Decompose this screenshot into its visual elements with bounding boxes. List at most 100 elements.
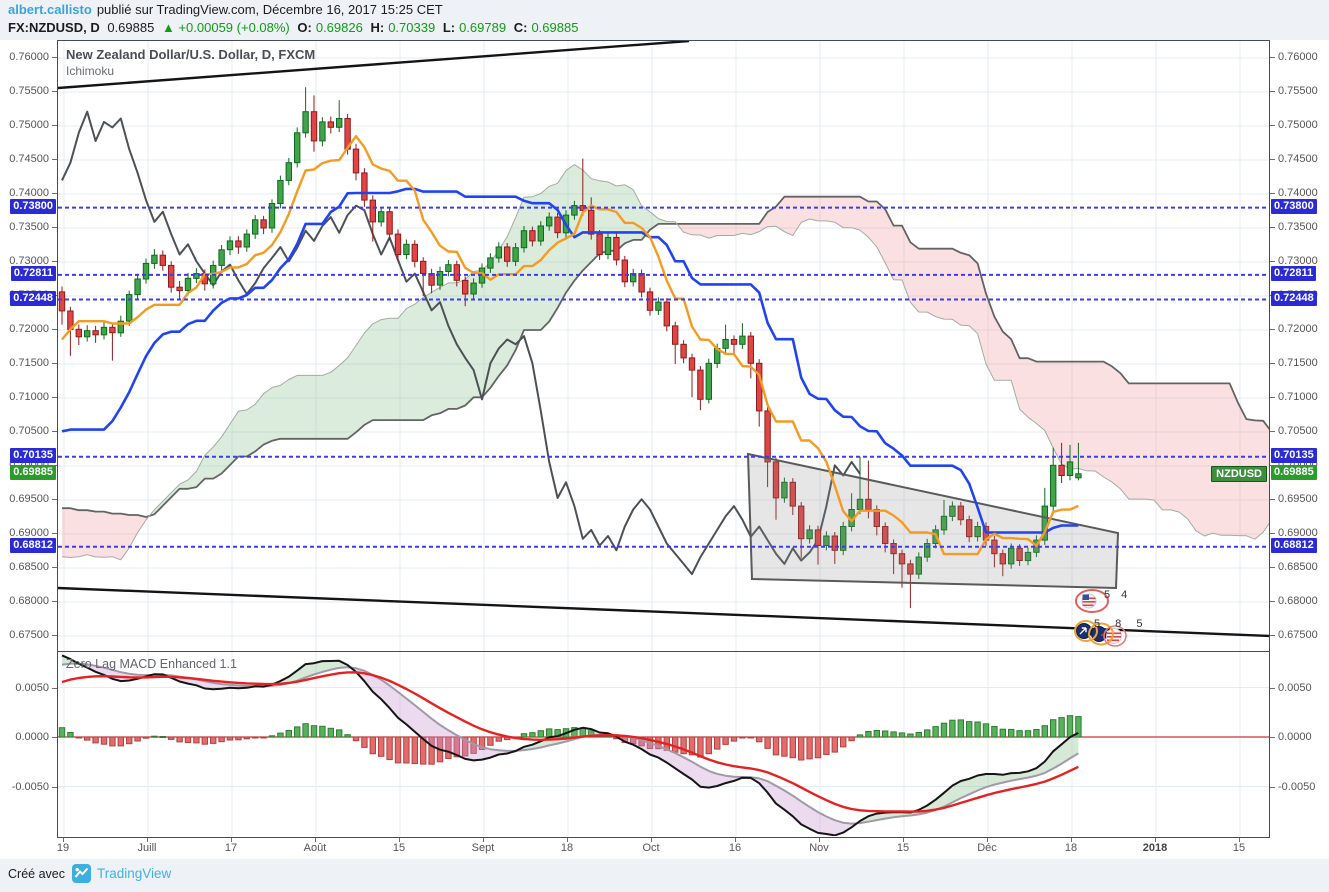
price-tick-label: 0.71500 (1278, 357, 1318, 369)
macd-pane[interactable]: Zero Lag MACD Enhanced 1.1 (57, 652, 1270, 838)
axis-tick (52, 159, 57, 160)
price-tick-label: 0.71000 (1278, 391, 1318, 403)
open-value: 0.69826 (315, 20, 363, 35)
author-link[interactable]: albert.callisto (8, 2, 92, 17)
time-tick (147, 838, 148, 842)
price-tick-label: 0.69500 (1278, 493, 1318, 505)
price-tick-label: 0.72000 (9, 323, 49, 335)
time-tick-label: 19 (56, 842, 70, 854)
time-tick (483, 838, 484, 842)
price-tick-label: 0.71000 (9, 391, 49, 403)
axis-tick (1270, 499, 1275, 500)
price-tick-label: 0.70500 (1278, 425, 1318, 437)
last-price-badge: 0.69885 (1271, 465, 1317, 481)
time-tick (1239, 838, 1240, 842)
axis-tick (52, 635, 57, 636)
time-tick-label: 2018 (1142, 842, 1168, 854)
axis-tick (1270, 635, 1275, 636)
price-tick-label: 0.68500 (1278, 561, 1318, 573)
price-tick-label: 0.76000 (9, 51, 49, 63)
price-tick-label: 0.75500 (1278, 85, 1318, 97)
axis-tick (52, 261, 57, 262)
last-price-badge: 0.69885 (10, 465, 56, 481)
price-tick-label: 0.69000 (9, 527, 49, 539)
time-tick-label: 18 (560, 842, 574, 854)
open-label: O: (297, 20, 312, 35)
axis-tick (52, 227, 57, 228)
time-tick-label: 16 (728, 842, 742, 854)
axis-tick (52, 499, 57, 500)
level-price-badge: 0.68812 (10, 538, 56, 554)
high-value: 0.70339 (388, 20, 436, 35)
level-price-badge: 0.72448 (1271, 291, 1317, 307)
time-tick-label: 15 (1232, 842, 1246, 854)
time-tick-label: 17 (224, 842, 238, 854)
price-tick-label: 0.70500 (9, 425, 49, 437)
axis-tick (52, 91, 57, 92)
low-value: 0.69789 (459, 20, 507, 35)
price-tick-label: 0.68500 (9, 561, 49, 573)
level-price-badge: 0.68812 (1271, 538, 1317, 554)
price-tick-label: 0.0050 (15, 681, 49, 694)
price-tick-label: 0.68000 (1278, 595, 1318, 607)
axis-tick (1270, 193, 1275, 194)
price-tick-label: 0.69500 (9, 493, 49, 505)
price-tick-label: 0.0000 (15, 731, 49, 743)
created-with-label: Créé avec (8, 867, 65, 881)
axis-tick (52, 737, 57, 738)
low-label: L: (442, 20, 456, 35)
price-tick-label: -0.0050 (11, 780, 49, 793)
symbol-name[interactable]: FX:NZDUSD, D (8, 20, 100, 35)
time-tick-label: Oct (642, 842, 660, 854)
svg-text:5 4: 5 4 (1104, 589, 1131, 601)
axis-tick (1270, 329, 1275, 330)
main-chart-canvas[interactable]: 5 4 5 8 5 (58, 41, 1269, 651)
time-axis[interactable]: 19 Juill 17 Août 15 Sept 18 Oct 16 Nov 15 Déc 18 2018… (57, 838, 1270, 859)
axis-tick (1270, 397, 1275, 398)
axis-tick (1270, 227, 1275, 228)
axis-tick (1270, 159, 1275, 160)
time-tick-label: Juill (137, 842, 157, 854)
macd-canvas[interactable] (58, 652, 1269, 836)
axis-tick (1270, 601, 1275, 602)
tradingview-logo-icon[interactable] (72, 864, 91, 883)
axis-tick (1270, 687, 1275, 689)
price-axis-right[interactable]: 0.76000 0.75500 0.75000 0.74500 0.74000 0.735… (1270, 40, 1329, 859)
level-price-badge: 0.73800 (1271, 199, 1317, 215)
axis-tick (52, 363, 57, 364)
time-tick-label: 15 (896, 842, 910, 854)
footer-bar: Créé avec TradingView (0, 859, 1329, 892)
time-tick-label: Nov (809, 842, 829, 854)
time-tick (399, 838, 400, 842)
time-tick (819, 838, 820, 842)
price-tick-label: 0.75000 (9, 119, 49, 131)
tradingview-link[interactable]: TradingView (97, 866, 172, 881)
event-flag-markers: 5 4 5 8 5 (1074, 589, 1148, 647)
time-tick (987, 838, 988, 842)
axis-tick (52, 431, 57, 432)
time-tick-label: Août (303, 842, 327, 854)
time-tick (567, 838, 568, 842)
axis-tick (1270, 737, 1275, 738)
price-axis-left[interactable]: 0.76000 0.75500 0.75000 0.74500 0.74000 0.735… (0, 40, 57, 859)
level-price-badge: 0.73800 (10, 199, 56, 215)
time-tick-label: 18 (1064, 842, 1078, 854)
price-tick-label: 0.0050 (1278, 681, 1312, 694)
price-tick-label: 0.69000 (1278, 527, 1318, 539)
price-tick-label: 0.76000 (1278, 51, 1318, 63)
axis-tick (52, 193, 57, 194)
price-tick-label: 0.71500 (9, 357, 49, 369)
close-value: 0.69885 (531, 20, 579, 35)
price-tick-label: 0.73000 (9, 255, 49, 267)
axis-tick (1270, 363, 1275, 364)
axis-tick (52, 567, 57, 568)
price-tick-label: 0.74000 (9, 187, 49, 199)
svg-text:5 8 5: 5 8 5 (1094, 618, 1148, 630)
price-tick-label: 0.67500 (9, 629, 49, 641)
axis-tick (52, 329, 57, 330)
price-tick-label: 0.0000 (1278, 731, 1312, 743)
high-label: H: (370, 20, 385, 35)
level-price-badge: 0.70135 (10, 448, 56, 464)
